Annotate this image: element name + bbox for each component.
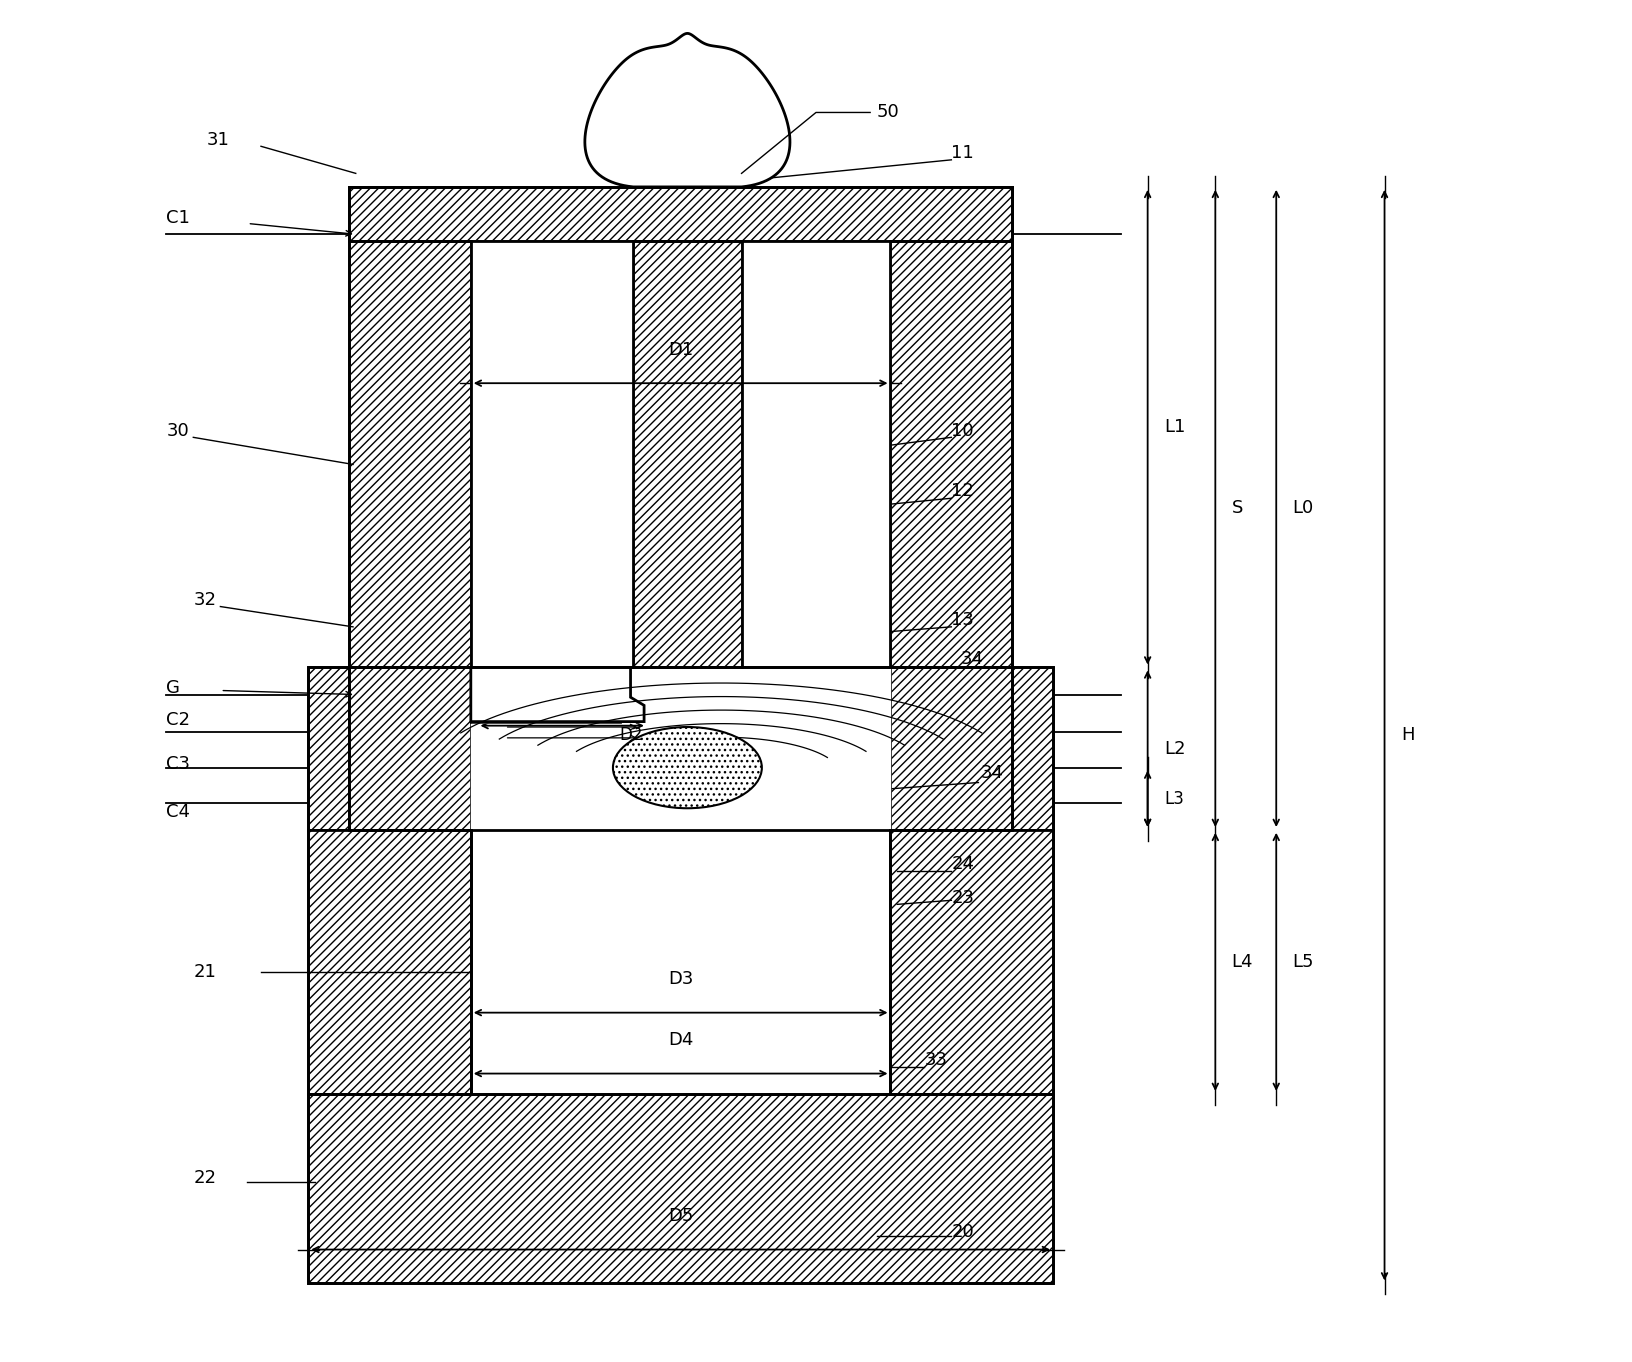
Text: 31: 31 <box>207 131 230 148</box>
Polygon shape <box>470 241 633 667</box>
Polygon shape <box>470 667 620 722</box>
Text: L3: L3 <box>1164 790 1183 808</box>
Text: 34: 34 <box>981 764 1004 782</box>
Polygon shape <box>1012 667 1053 829</box>
Polygon shape <box>308 1094 1053 1283</box>
Polygon shape <box>308 667 349 829</box>
Text: 22: 22 <box>193 1169 217 1186</box>
Text: 10: 10 <box>951 422 974 440</box>
Text: D1: D1 <box>667 340 694 358</box>
Polygon shape <box>475 671 615 718</box>
Text: D2: D2 <box>550 695 574 712</box>
Text: D4: D4 <box>667 1031 694 1049</box>
Text: C2: C2 <box>166 711 191 729</box>
Text: 24: 24 <box>951 855 974 873</box>
Polygon shape <box>633 241 741 667</box>
Text: C3: C3 <box>166 755 191 772</box>
Polygon shape <box>891 829 1053 1094</box>
Polygon shape <box>349 187 470 667</box>
Text: 20: 20 <box>951 1223 974 1241</box>
Text: 11: 11 <box>951 144 974 162</box>
Polygon shape <box>741 241 891 667</box>
Polygon shape <box>470 667 645 722</box>
Text: D2: D2 <box>620 726 643 744</box>
Text: L0: L0 <box>1293 500 1314 518</box>
Polygon shape <box>349 667 470 829</box>
Text: 30: 30 <box>166 422 189 440</box>
Text: 13: 13 <box>951 612 974 629</box>
Text: D3: D3 <box>667 970 694 989</box>
Ellipse shape <box>614 727 762 808</box>
Text: L1: L1 <box>1164 418 1185 436</box>
Text: 12: 12 <box>951 482 974 500</box>
Text: L2: L2 <box>1164 740 1185 757</box>
Text: G: G <box>166 678 180 697</box>
Text: S: S <box>1232 500 1244 518</box>
Text: D5: D5 <box>667 1207 694 1226</box>
Text: L4: L4 <box>1232 953 1253 971</box>
Polygon shape <box>584 34 790 187</box>
Text: C4: C4 <box>166 804 191 821</box>
Text: 50: 50 <box>876 104 899 121</box>
Polygon shape <box>349 187 1012 241</box>
Text: 21: 21 <box>193 963 215 981</box>
Polygon shape <box>470 667 741 722</box>
Text: 32: 32 <box>193 591 217 609</box>
Polygon shape <box>470 667 891 829</box>
Text: 23: 23 <box>951 888 974 907</box>
Polygon shape <box>470 829 891 1094</box>
Text: C1: C1 <box>166 208 189 227</box>
Polygon shape <box>308 829 470 1094</box>
Text: L5: L5 <box>1293 953 1314 971</box>
Text: 34: 34 <box>961 650 984 669</box>
Polygon shape <box>891 187 1012 667</box>
Text: 33: 33 <box>924 1051 947 1069</box>
Text: H: H <box>1400 726 1415 744</box>
Polygon shape <box>891 667 1012 829</box>
